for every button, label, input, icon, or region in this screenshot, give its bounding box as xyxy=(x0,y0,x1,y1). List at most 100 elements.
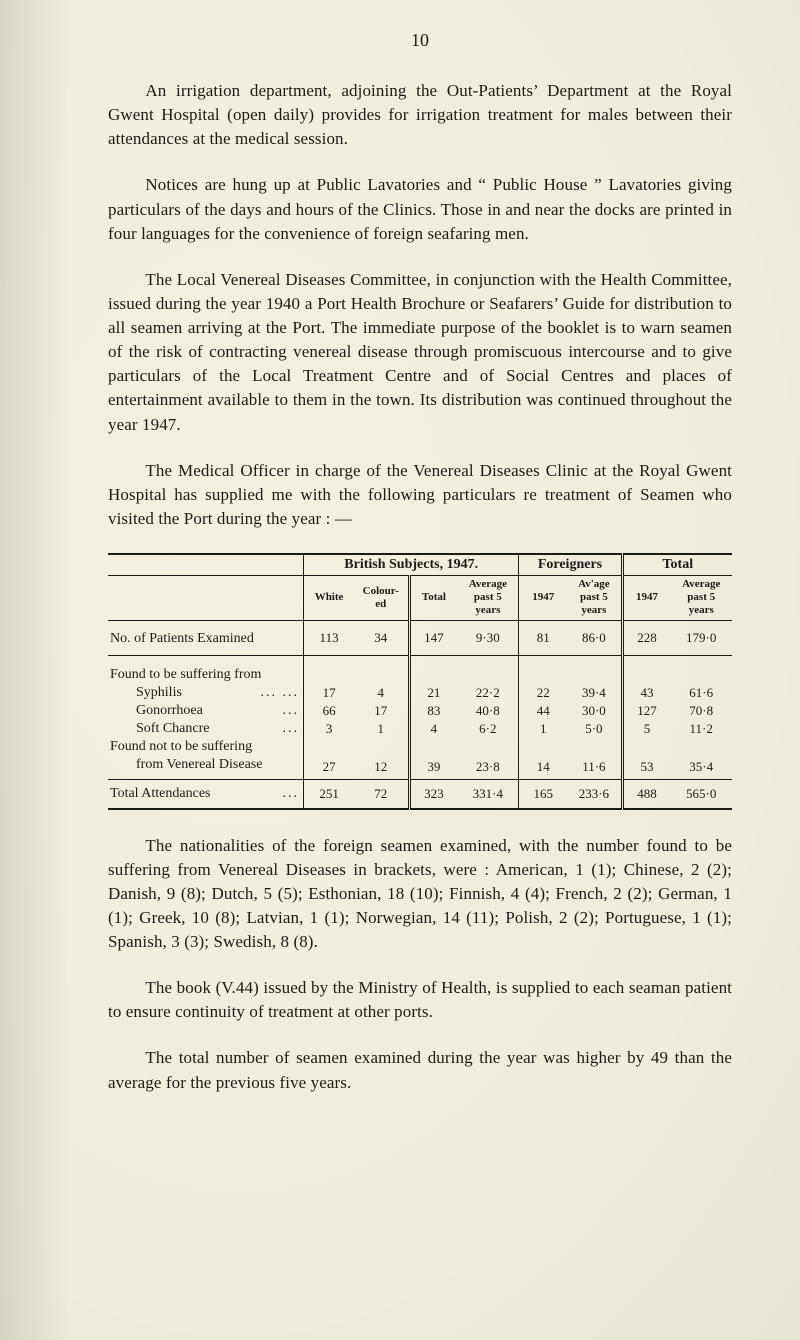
cell: 27 xyxy=(304,756,355,780)
cell: 53 xyxy=(622,756,670,780)
cell: 34 xyxy=(354,620,409,655)
cell: 43 xyxy=(622,684,670,702)
cell: 113 xyxy=(304,620,355,655)
dots: ... xyxy=(283,721,300,737)
cell: 39·4 xyxy=(567,684,622,702)
table-row: Soft Chancre ... 3 1 4 6·2 1 5·0 5 11·2 xyxy=(108,720,732,738)
cell: 11·6 xyxy=(567,756,622,780)
paragraph-3: The Local Venereal Diseases Committee, i… xyxy=(108,268,732,437)
cell: 488 xyxy=(622,779,670,809)
cell: 565·0 xyxy=(670,779,732,809)
table-group-header-row: British Subjects, 1947. Foreigners Total xyxy=(108,554,732,576)
cell: 12 xyxy=(354,756,409,780)
cell: 86·0 xyxy=(567,620,622,655)
col-favg: Av'age past 5 years xyxy=(567,576,622,621)
cell: 4 xyxy=(409,720,457,738)
cell: 70·8 xyxy=(670,702,732,720)
cell: 14 xyxy=(519,756,567,780)
label-text: Gonorrhoea xyxy=(136,703,203,718)
cell: 23·8 xyxy=(457,756,519,780)
col-avg5: Average past 5 years xyxy=(457,576,519,621)
cell: 4 xyxy=(354,684,409,702)
cell: 61·6 xyxy=(670,684,732,702)
cell: 9·30 xyxy=(457,620,519,655)
row-syphilis-label: Syphilis ... ... xyxy=(108,684,304,702)
label-text: Syphilis xyxy=(136,685,182,700)
page-number: 10 xyxy=(108,30,732,51)
cell: 30·0 xyxy=(567,702,622,720)
cell: 40·8 xyxy=(457,702,519,720)
table-column-header-row: White Colour- ed Total Average past 5 ye… xyxy=(108,576,732,621)
group-total: Total xyxy=(622,554,732,576)
cell: 323 xyxy=(409,779,457,809)
cell: 11·2 xyxy=(670,720,732,738)
cell: 3 xyxy=(304,720,355,738)
row-notfound-label-b: from Venereal Disease xyxy=(108,756,304,780)
cell: 165 xyxy=(519,779,567,809)
cell: 17 xyxy=(304,684,355,702)
paragraph-4: The Medical Officer in charge of the Ven… xyxy=(108,459,732,531)
table-row: Total Attendances ... 251 72 323 331·4 1… xyxy=(108,779,732,809)
cell: 66 xyxy=(304,702,355,720)
cell: 233·6 xyxy=(567,779,622,809)
cell: 147 xyxy=(409,620,457,655)
table-row: from Venereal Disease 27 12 39 23·8 14 1… xyxy=(108,756,732,780)
label-text: Total Attendances xyxy=(110,786,211,801)
cell: 81 xyxy=(519,620,567,655)
cell: 5 xyxy=(622,720,670,738)
cell: 6·2 xyxy=(457,720,519,738)
row-found-label: Found to be suffering from xyxy=(108,666,304,684)
blank xyxy=(108,576,304,621)
row-totalatt-label: Total Attendances ... xyxy=(108,779,304,809)
table-row: Gonorrhoea ... 66 17 83 40·8 44 30·0 127… xyxy=(108,702,732,720)
statistics-table: British Subjects, 1947. Foreigners Total… xyxy=(108,553,732,810)
cell: 1 xyxy=(519,720,567,738)
cell: 83 xyxy=(409,702,457,720)
col-total: Total xyxy=(409,576,457,621)
table-row: Found to be suffering from xyxy=(108,666,732,684)
cell: 251 xyxy=(304,779,355,809)
label-text: Soft Chancre xyxy=(136,721,209,736)
row-chancre-label: Soft Chancre ... xyxy=(108,720,304,738)
col-tavg: Average past 5 years xyxy=(670,576,732,621)
dots: ... ... xyxy=(261,685,300,701)
blank-corner xyxy=(108,554,304,576)
scan-shadow xyxy=(0,0,70,1340)
col-t1947: 1947 xyxy=(622,576,670,621)
cell: 17 xyxy=(354,702,409,720)
cell: 331·4 xyxy=(457,779,519,809)
paragraph-2: Notices are hung up at Public Lavatories… xyxy=(108,173,732,245)
cell: 22·2 xyxy=(457,684,519,702)
col-coloured: Colour- ed xyxy=(354,576,409,621)
cell: 22 xyxy=(519,684,567,702)
cell: 44 xyxy=(519,702,567,720)
table-row: Found not to be suffering xyxy=(108,738,732,756)
cell: 127 xyxy=(622,702,670,720)
dots: ... xyxy=(283,703,300,719)
group-foreigners: Foreigners xyxy=(519,554,622,576)
row-notfound-label-a: Found not to be suffering xyxy=(108,738,304,756)
cell: 1 xyxy=(354,720,409,738)
cell: 72 xyxy=(354,779,409,809)
row-examined-label: No. of Patients Examined xyxy=(108,620,304,655)
cell: 21 xyxy=(409,684,457,702)
page: 10 An irrigation department, adjoining t… xyxy=(0,0,800,1340)
cell: 228 xyxy=(622,620,670,655)
table-row: Syphilis ... ... 17 4 21 22·2 22 39·4 43… xyxy=(108,684,732,702)
col-f1947: 1947 xyxy=(519,576,567,621)
paragraph-6: The book (V.44) issued by the Ministry o… xyxy=(108,976,732,1024)
paragraph-5: The nationalities of the foreign seamen … xyxy=(108,834,732,955)
paragraph-1: An irrigation department, adjoining the … xyxy=(108,79,732,151)
col-white: White xyxy=(304,576,355,621)
dots: ... xyxy=(283,786,300,802)
cell: 35·4 xyxy=(670,756,732,780)
paragraph-7: The total number of seamen examined duri… xyxy=(108,1046,732,1094)
table: British Subjects, 1947. Foreigners Total… xyxy=(108,553,732,810)
cell: 39 xyxy=(409,756,457,780)
table-gap xyxy=(108,655,732,666)
group-british: British Subjects, 1947. xyxy=(304,554,519,576)
table-row: No. of Patients Examined 113 34 147 9·30… xyxy=(108,620,732,655)
cell: 179·0 xyxy=(670,620,732,655)
row-gonorrhoea-label: Gonorrhoea ... xyxy=(108,702,304,720)
cell: 5·0 xyxy=(567,720,622,738)
